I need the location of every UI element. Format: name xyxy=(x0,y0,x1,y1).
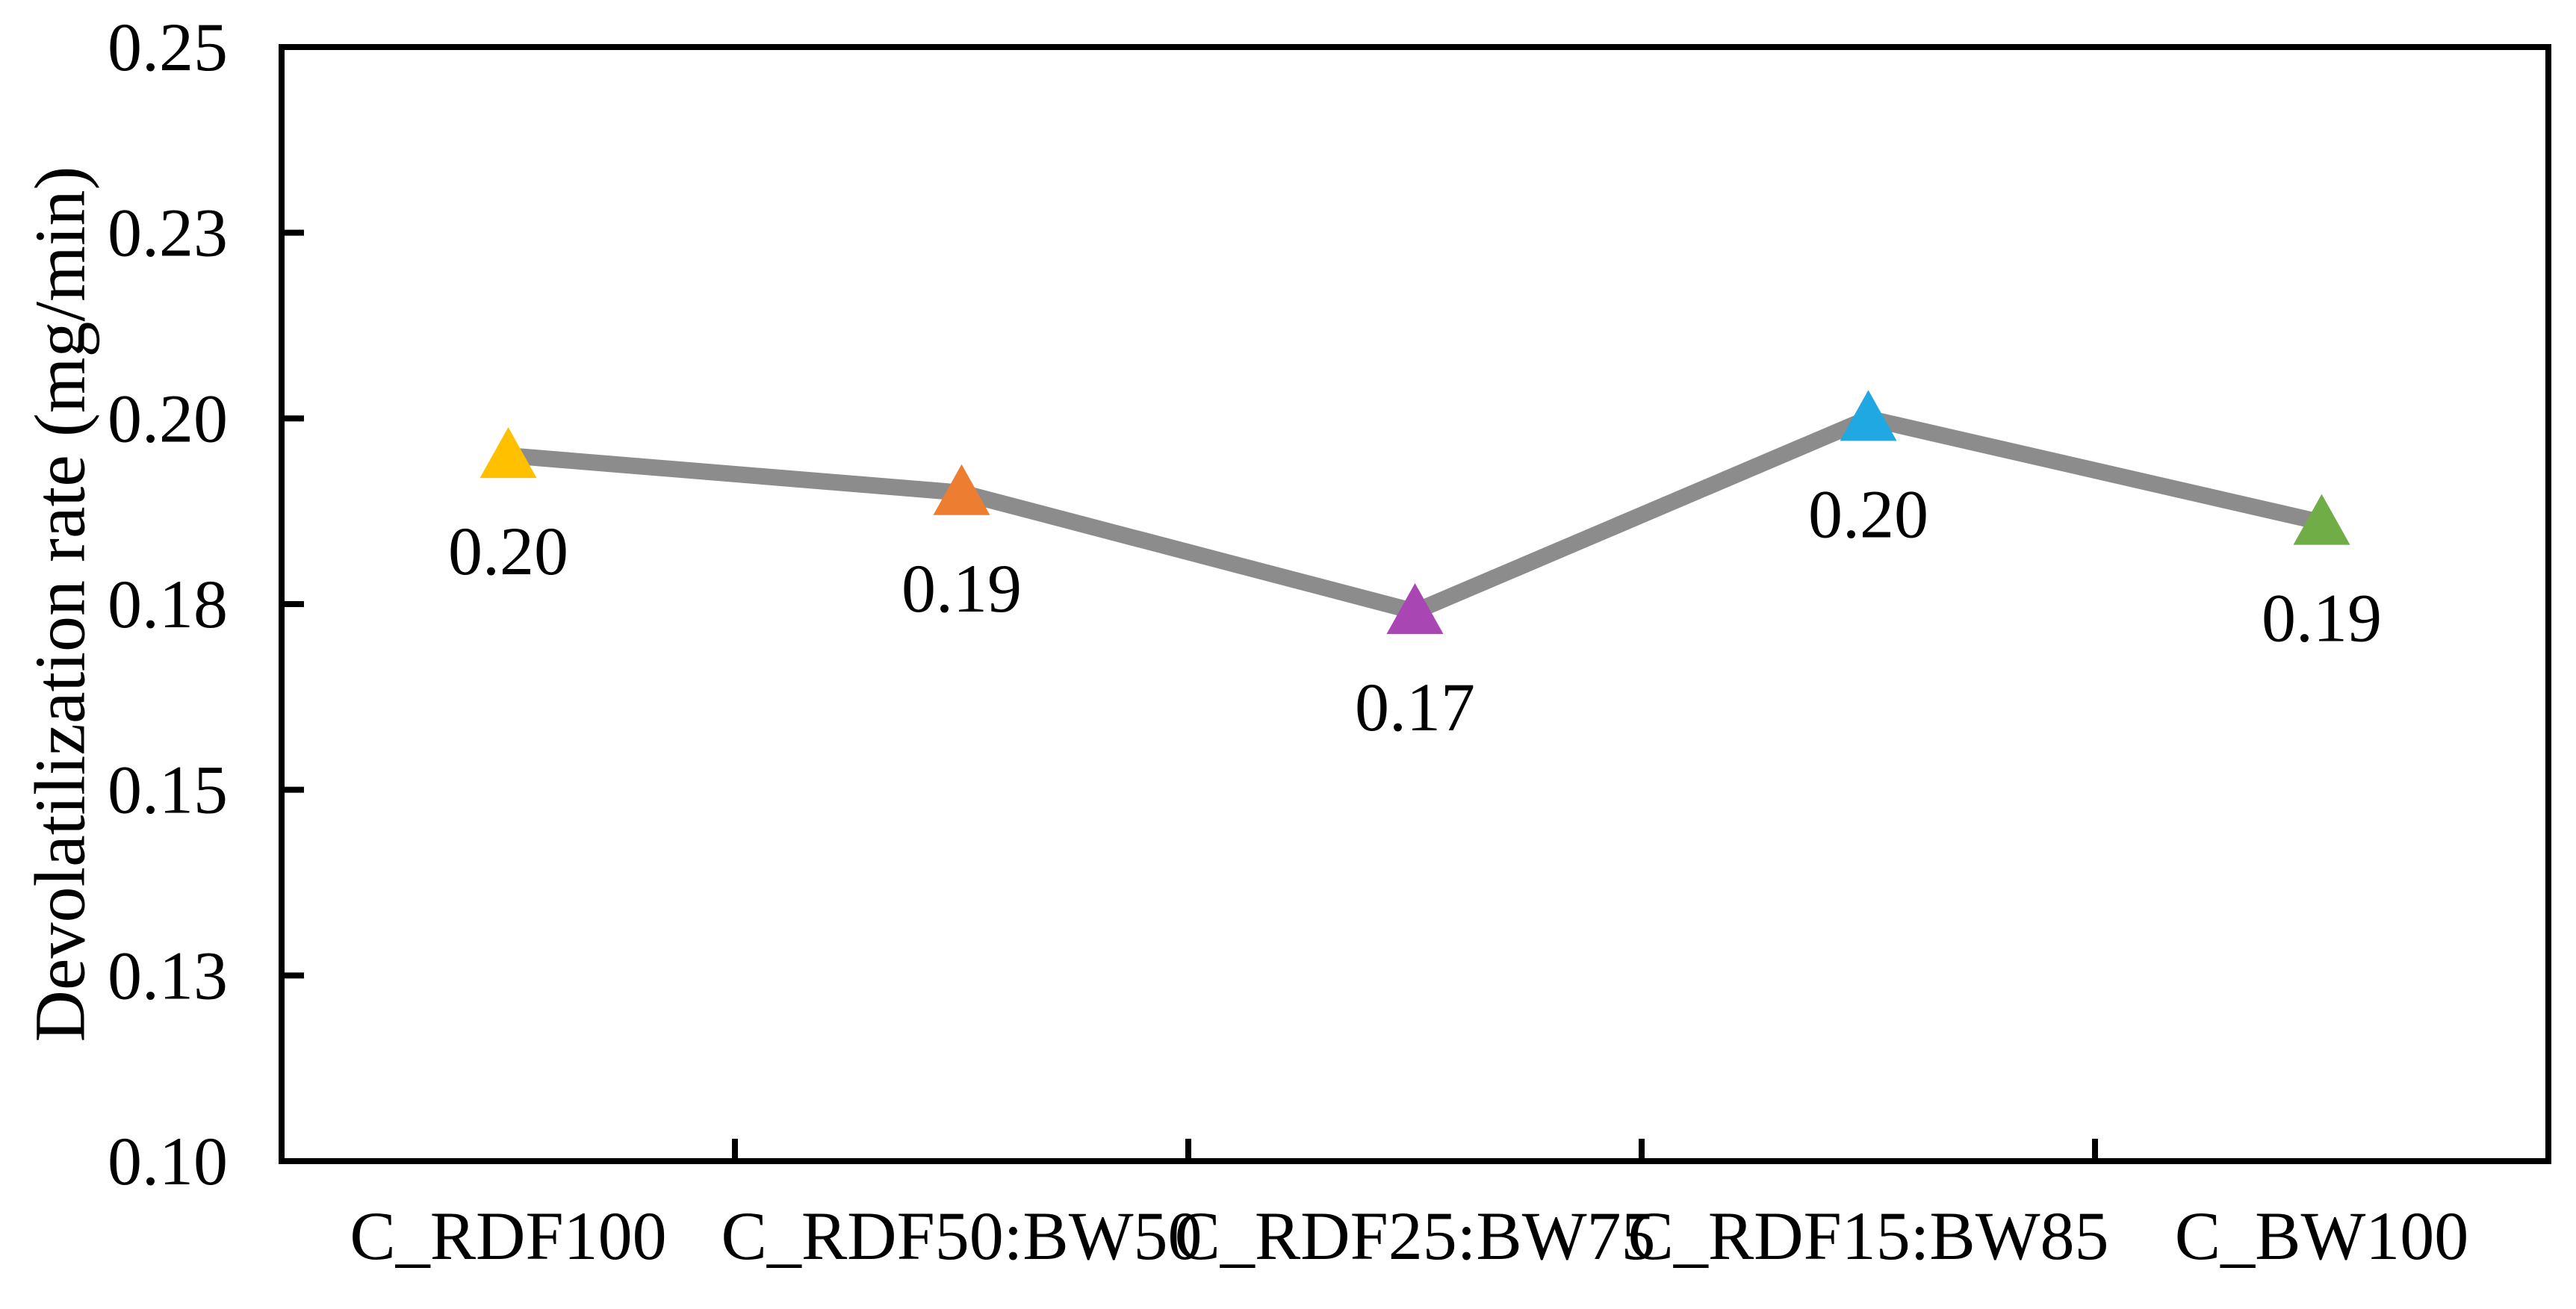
data-point-label-5: 0.19 xyxy=(2262,580,2382,656)
data-point-marker-2 xyxy=(933,464,990,515)
y-axis-tick-label: 0.15 xyxy=(108,752,228,828)
y-axis-tick-label: 0.10 xyxy=(108,1123,228,1199)
y-axis-tick-label: 0.25 xyxy=(108,9,228,85)
data-point-marker-4 xyxy=(1840,390,1897,441)
y-axis-tick-label: 0.18 xyxy=(108,566,228,642)
x-axis-category-label: C_RDF100 xyxy=(350,1198,666,1274)
series-line xyxy=(500,410,2330,620)
data-point-label-2: 0.19 xyxy=(901,550,1022,626)
data-point-marker-1 xyxy=(479,427,537,479)
x-axis-category-label: C_RDF15:BW85 xyxy=(1627,1198,2108,1274)
x-axis-category-label: C_RDF50:BW50 xyxy=(721,1198,1202,1274)
x-axis-category-label: C_BW100 xyxy=(2175,1198,2469,1274)
x-axis-category-label: C_RDF25:BW75 xyxy=(1174,1198,1655,1274)
y-axis-tick-label: 0.20 xyxy=(108,380,228,456)
y-axis-tick-label: 0.13 xyxy=(108,937,228,1013)
data-point-marker-3 xyxy=(1386,582,1444,634)
data-point-marker-5 xyxy=(2293,494,2350,545)
data-point-label-1: 0.20 xyxy=(448,513,568,589)
y-axis-title: Devolatilization rate (mg/min) xyxy=(20,167,100,1042)
data-point-label-3: 0.17 xyxy=(1355,669,1475,745)
y-axis-tick-label: 0.23 xyxy=(108,195,228,271)
data-point-label-4: 0.20 xyxy=(1808,476,1928,552)
